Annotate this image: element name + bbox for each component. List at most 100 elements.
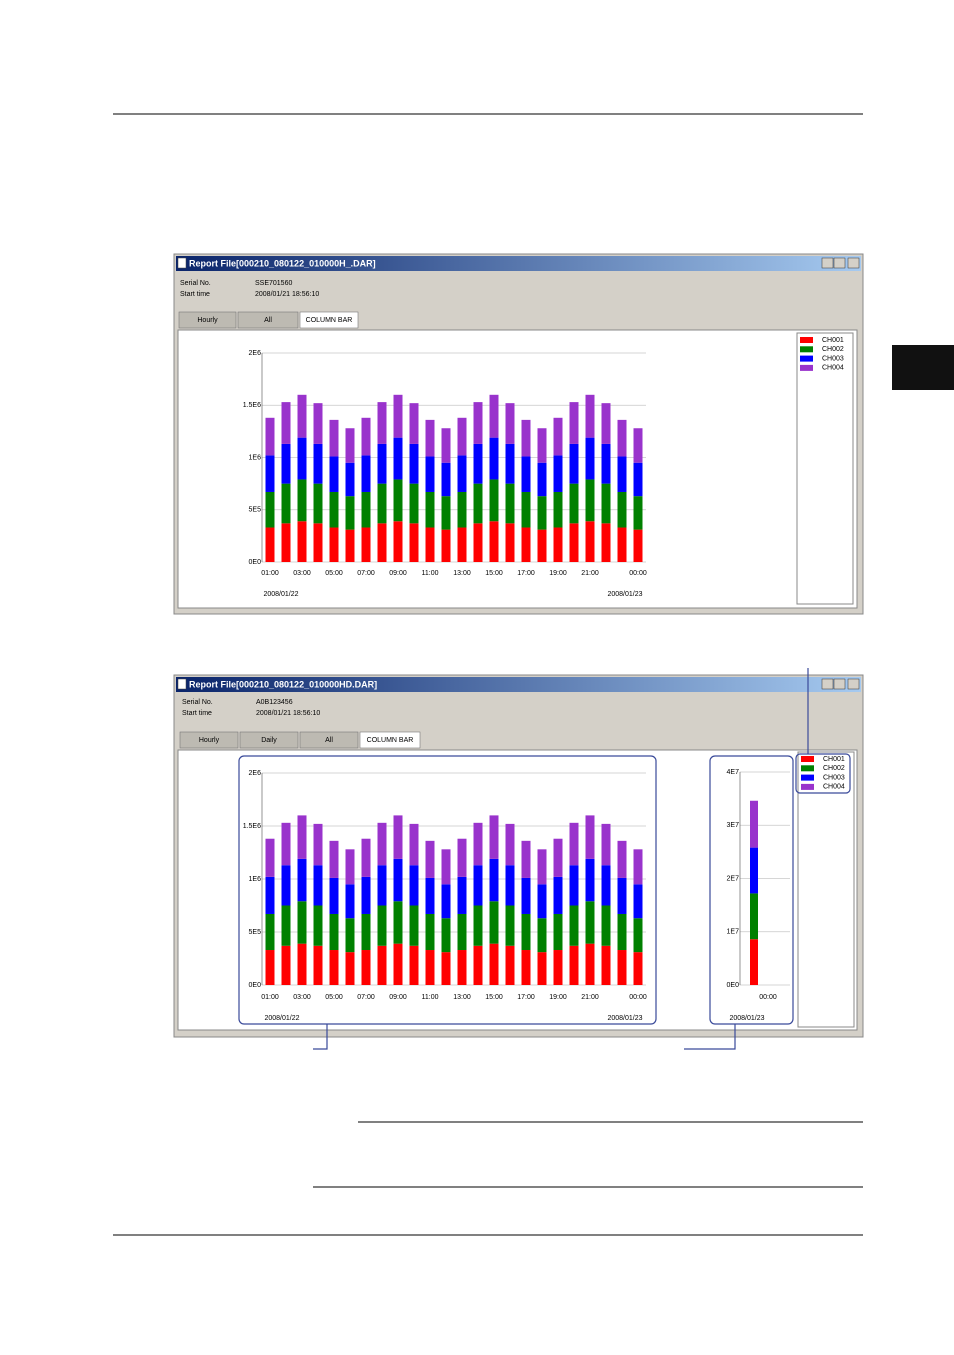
- bar-segment: [313, 865, 323, 906]
- x-tick-label: 09:00: [389, 570, 407, 577]
- tab-label[interactable]: All: [325, 737, 333, 744]
- tab[interactable]: [359, 731, 421, 749]
- bar-segment: [617, 527, 627, 562]
- x-tick-label: 13:00: [453, 570, 471, 577]
- tab-label[interactable]: COLUMN BAR: [367, 737, 414, 744]
- bar-segment: [457, 455, 467, 492]
- bar-segment: [585, 394, 595, 438]
- x-tick-label: 01:00: [261, 570, 279, 577]
- bar-segment: [393, 394, 403, 438]
- bar-segment: [441, 428, 451, 463]
- bar-segment: [633, 462, 643, 497]
- label: Serial No.: [182, 699, 213, 706]
- value: SSE701560: [255, 280, 292, 287]
- bar-segment: [329, 491, 339, 528]
- bar-segment: [409, 865, 419, 906]
- legend-label: CH003: [822, 355, 844, 362]
- bar-segment: [377, 945, 387, 985]
- tab[interactable]: [179, 731, 239, 749]
- bar-segment: [441, 496, 451, 530]
- window-buttons[interactable]: [821, 257, 860, 269]
- index-tab: [892, 345, 954, 390]
- bar-segment: [329, 527, 339, 562]
- label: Serial No.: [180, 280, 211, 287]
- y-tick-label: 1E6: [249, 876, 262, 883]
- tab[interactable]: [237, 311, 299, 329]
- tab[interactable]: [239, 731, 299, 749]
- bar-segment: [281, 905, 291, 946]
- bar-segment: [457, 838, 467, 877]
- maximize[interactable]: [833, 678, 846, 690]
- bar-segment: [361, 876, 371, 914]
- bar-segment: [265, 527, 275, 562]
- bar-segment: [633, 918, 643, 953]
- bar-segment: [601, 905, 611, 946]
- tab[interactable]: [299, 311, 359, 329]
- bar-segment: [377, 822, 387, 866]
- callout-box: [238, 755, 657, 1025]
- bar-segment: [313, 945, 323, 985]
- bar-segment: [393, 901, 403, 944]
- bar-segment: [313, 443, 323, 484]
- close[interactable]: [847, 257, 860, 269]
- minimize[interactable]: [821, 678, 834, 690]
- bar-segment: [617, 456, 627, 492]
- bar-segment: [265, 838, 275, 877]
- window-title: Report File[000210_080122_010000HD.DAR]: [189, 679, 377, 689]
- bar-segment: [521, 913, 531, 951]
- x-tick-label: 00:00: [759, 994, 777, 1001]
- tab-label[interactable]: All: [264, 317, 272, 324]
- minimize[interactable]: [821, 257, 834, 269]
- bar-segment: [521, 491, 531, 528]
- legend-swatch: [801, 765, 814, 772]
- close[interactable]: [847, 678, 860, 690]
- bar-segment: [601, 823, 611, 866]
- bar-segment: [313, 403, 323, 444]
- bar-segment: [473, 865, 483, 906]
- bar-segment: [377, 483, 387, 524]
- tab[interactable]: [178, 311, 237, 329]
- tab[interactable]: [299, 731, 359, 749]
- bar-segment: [361, 913, 371, 951]
- bar-segment: [425, 877, 435, 914]
- x-tick-label: 03:00: [293, 994, 311, 1001]
- y-tick-label: 1E6: [249, 454, 262, 461]
- bar-segment: [569, 945, 579, 985]
- bar-segment: [393, 815, 403, 859]
- maximize[interactable]: [833, 257, 846, 269]
- bar-segment: [569, 443, 579, 484]
- callout-line: [313, 1024, 328, 1050]
- x-tick-label: 07:00: [357, 570, 375, 577]
- bar-segment: [505, 865, 515, 906]
- bar-segment: [553, 876, 563, 914]
- bar-segment: [473, 443, 483, 484]
- bar-segment: [601, 443, 611, 484]
- tab-label[interactable]: Hourly: [197, 317, 218, 324]
- bar-segment: [521, 840, 531, 878]
- window-buttons[interactable]: [821, 678, 860, 690]
- bar-segment: [505, 403, 515, 444]
- bar-segment: [585, 901, 595, 944]
- bar-segment: [409, 483, 419, 524]
- bar-segment: [553, 527, 563, 562]
- bar-segment: [750, 847, 758, 894]
- y-tick-label: 1.5E6: [243, 823, 261, 830]
- bar-segment: [521, 419, 531, 457]
- chart-panel: [177, 749, 858, 1031]
- bar-segment: [313, 523, 323, 562]
- tab-label[interactable]: Hourly: [199, 737, 220, 744]
- title-bar: [176, 256, 861, 271]
- bar-segment: [553, 491, 563, 528]
- legend-swatch: [800, 346, 813, 353]
- bar-segment: [473, 822, 483, 866]
- tab-label[interactable]: Daily: [261, 737, 277, 744]
- bar-segment: [473, 483, 483, 524]
- bar-segment: [505, 523, 515, 562]
- tab-label[interactable]: COLUMN BAR: [306, 317, 353, 324]
- y-tick-label: 2E7: [727, 875, 740, 882]
- bar-segment: [553, 950, 563, 985]
- bar-segment: [425, 456, 435, 492]
- bar-segment: [457, 491, 467, 528]
- bar-segment: [265, 417, 275, 456]
- bar-segment: [457, 417, 467, 456]
